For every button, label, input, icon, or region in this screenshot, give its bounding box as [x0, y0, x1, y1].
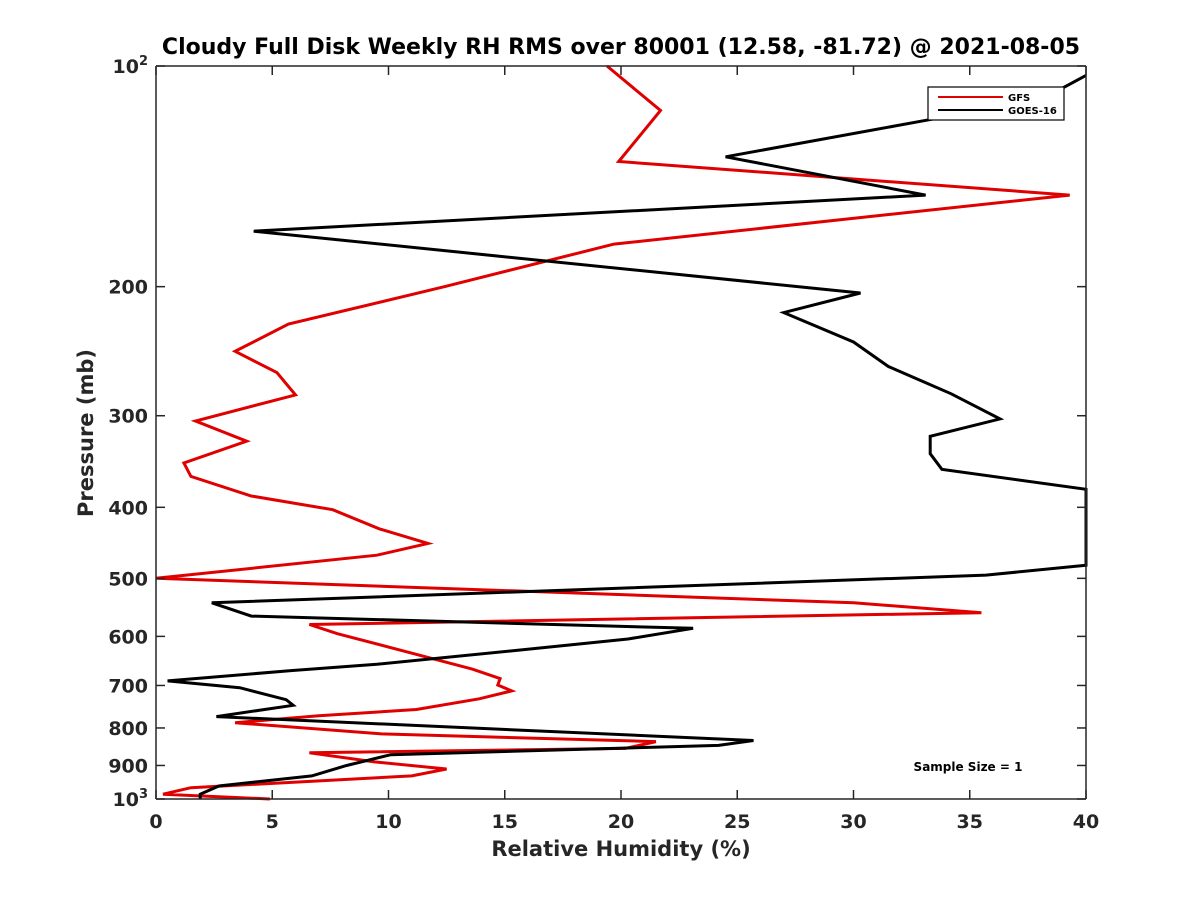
y-tick-label: 900 [108, 755, 148, 777]
x-axis-label: Relative Humidity (%) [491, 837, 750, 861]
sample-size-annotation: Sample Size = 1 [914, 760, 1023, 774]
x-tick-label: 20 [608, 811, 634, 833]
y-tick-label: 300 [108, 406, 148, 428]
legend: GFS GOES-16 [927, 86, 1065, 121]
series-layer [155, 64, 1088, 801]
plot-area [156, 66, 1086, 799]
x-tick-label: 5 [266, 811, 279, 833]
y-tick-label: 400 [108, 497, 148, 519]
x-tick-label: 25 [724, 811, 750, 833]
y-tick-label: 700 [108, 675, 148, 697]
y-axis-label: Pressure (mb) [74, 349, 98, 517]
y-tick-label: 500 [108, 568, 148, 590]
y-tick-label: 103 [113, 787, 149, 811]
x-tick-label: 40 [1073, 811, 1099, 833]
legend-label-gfs: GFS [1008, 93, 1030, 104]
x-tick-label: 0 [149, 811, 162, 833]
y-tick-label: 600 [108, 626, 148, 648]
y-tick-label: 102 [113, 54, 149, 78]
x-tick-label: 35 [957, 811, 983, 833]
chart-title: Cloudy Full Disk Weekly RH RMS over 8000… [162, 35, 1080, 60]
legend-label-goes16: GOES-16 [1008, 106, 1057, 117]
y-ticks: 102 200 300 400 500 600 700 800 900 103 [108, 54, 1086, 811]
x-ticks: 0 5 10 15 20 25 30 35 40 [149, 66, 1099, 833]
y-tick-label: 200 [108, 277, 148, 299]
x-tick-label: 10 [375, 811, 401, 833]
legend-box [927, 86, 1065, 121]
y-tick-label: 800 [108, 718, 148, 740]
x-tick-label: 15 [492, 811, 518, 833]
series-line-goes16 [167, 74, 1088, 799]
x-tick-label: 30 [840, 811, 866, 833]
